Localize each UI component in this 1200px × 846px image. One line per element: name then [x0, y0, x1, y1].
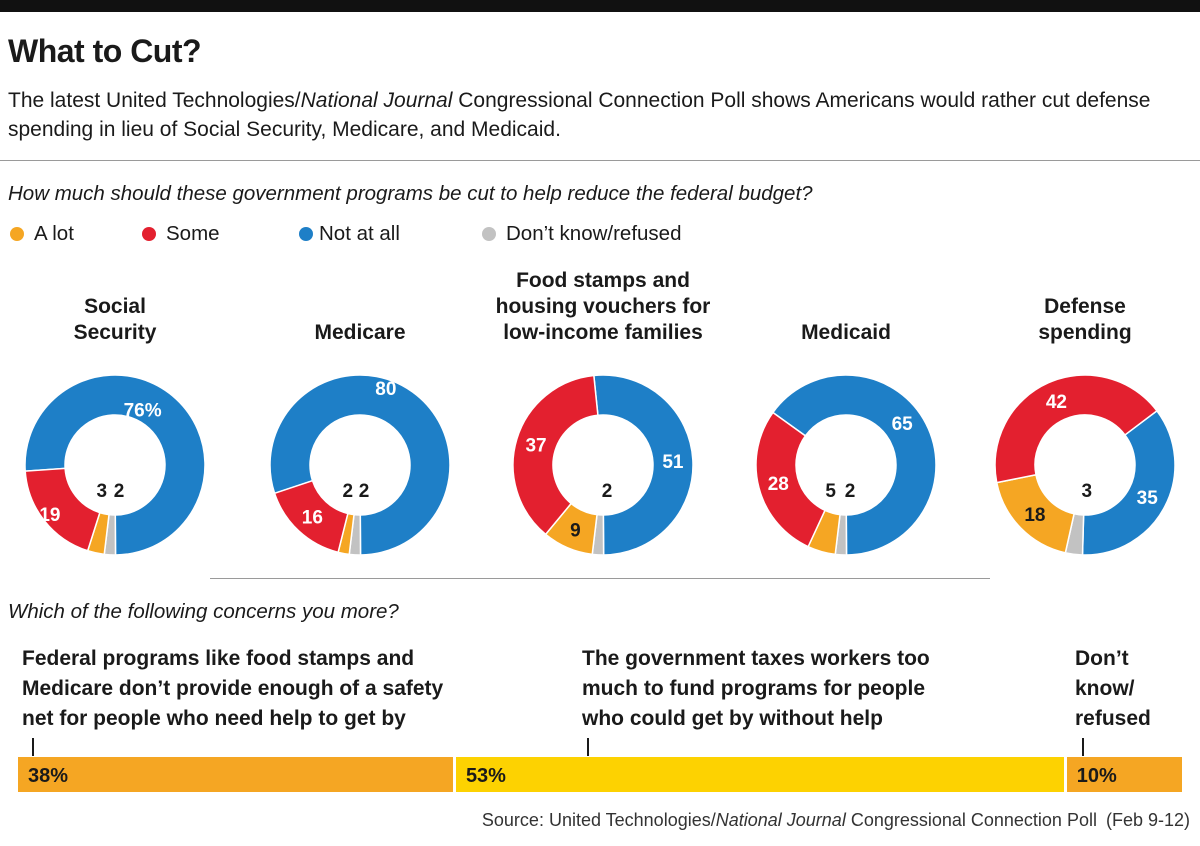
concern-label-line: much to fund programs for people [582, 677, 926, 700]
chart-divider [210, 578, 990, 579]
legend-label-not-at-all: Not at all [319, 222, 400, 245]
bar-value-label: 38% [28, 765, 69, 787]
donut-title: Food stamps and [516, 269, 690, 292]
source-prefix: Source: United Technologies/ [481, 810, 716, 830]
donut-slice-not-at-all [269, 374, 451, 556]
legend-label-a-lot: A lot [34, 222, 74, 245]
concern-label-safety-net: Federal programs like food stamps and Me… [22, 644, 443, 734]
donut-slice-not-at-all [593, 374, 694, 556]
donut-value-label: 5 [825, 481, 836, 502]
donut-value-label: 2 [602, 481, 613, 502]
donut-value-label: 3 [1082, 481, 1093, 502]
bar-segment [455, 757, 1064, 792]
donut-slice-not-at-all [1081, 409, 1176, 556]
donut-slice-some [24, 467, 101, 552]
concern-label-line: know/ [1075, 677, 1135, 700]
donut-charts: 76%2319SocialSecurity802216Medicare51293… [24, 269, 1176, 556]
donut-title: Security [74, 321, 157, 344]
legend-item-a-lot: A lot [10, 222, 74, 246]
legend-label-dont-know: Don’t know/refused [506, 222, 682, 245]
page-title: What to Cut? [8, 33, 202, 69]
concern-label-taxes: The government taxes workers too much to… [582, 644, 930, 734]
source-note: Source: United Technologies/National Jou… [482, 810, 1190, 831]
top-rule [0, 0, 1200, 12]
legend-swatch-not-at-all [299, 227, 313, 241]
donut-value-label: 65 [892, 414, 914, 435]
donut-value-label: 16 [302, 507, 323, 528]
donut-slice-some [755, 411, 826, 548]
concern-label-line: Don’t [1075, 647, 1129, 670]
donut-value-label: 42 [1046, 392, 1067, 413]
legend: A lot Some Not at all Don’t know/refused [10, 222, 770, 250]
donut-value-label: 35 [1137, 488, 1159, 509]
concern-question: Which of the following concerns you more… [8, 600, 399, 623]
donut-slice-some [512, 374, 599, 536]
legend-swatch-dont-know [482, 227, 496, 241]
donut-title: Medicaid [801, 321, 891, 344]
concern-label-dont-know: Don’t know/ refused [1075, 644, 1151, 734]
source-suffix: Congressional Connection Poll (Feb 9-12) [845, 810, 1190, 830]
donut-title: housing vouchers for [496, 295, 711, 318]
donut-slice-not-at-all [24, 374, 206, 556]
donut-value-label: 18 [1024, 505, 1045, 526]
subtitle-suffix: Congressional Connection Poll shows Amer… [8, 89, 1151, 141]
donut-value-label: 28 [768, 474, 789, 495]
donut-value-label: 19 [39, 505, 60, 526]
legend-swatch-some [142, 227, 156, 241]
donut-slice-not-at-all [771, 374, 937, 556]
donut-value-label: 37 [525, 436, 546, 457]
legend-item-dont-know: Don’t know/refused [482, 222, 681, 246]
page-subtitle: The latest United Technologies/National … [8, 86, 1188, 144]
concern-label-line: refused [1075, 707, 1151, 730]
donut-title: Medicare [314, 321, 405, 344]
donut-title: Defense [1044, 295, 1126, 318]
bar-tick [587, 738, 589, 756]
concern-label-line: The government taxes workers too [582, 647, 930, 670]
donut-slice-some [994, 374, 1158, 484]
donut-value-label: 76% [124, 401, 162, 422]
concern-label-line: net for people who need help to get by [22, 707, 406, 730]
bar-segment [1066, 757, 1182, 792]
donut-title: spending [1038, 321, 1131, 344]
bar-value-label: 10% [1076, 765, 1117, 787]
source-italic: National Journal [715, 810, 846, 830]
donut-value-label: 9 [570, 520, 581, 541]
section-divider [0, 160, 1200, 161]
concern-label-line: Medicare don’t provide enough of a safet… [22, 677, 444, 700]
legend-item-some: Some [142, 222, 220, 246]
legend-label-some: Some [166, 222, 220, 245]
bar-tick [32, 738, 34, 756]
donut-value-label: 80 [375, 379, 396, 400]
concern-label-line: who could get by without help [582, 707, 883, 730]
bar-value-label: 53% [465, 765, 506, 787]
bar-segment [18, 757, 453, 792]
subtitle-italic: National Journal [300, 89, 453, 112]
bar-tick [1082, 738, 1084, 756]
donut-value-label: 2 [114, 481, 125, 502]
donut-value-label: 2 [343, 481, 354, 502]
donut-question: How much should these government program… [8, 182, 813, 205]
legend-item-not-at-all: Not at all [299, 222, 400, 246]
donut-value-label: 2 [359, 481, 370, 502]
donut-value-label: 2 [845, 481, 856, 502]
donut-title: low-income families [503, 321, 703, 344]
donut-title: Social [84, 295, 146, 318]
concern-label-line: Federal programs like food stamps and [22, 647, 415, 670]
donut-slice-some [273, 479, 349, 554]
legend-swatch-a-lot [10, 227, 24, 241]
subtitle-prefix: The latest United Technologies/ [8, 89, 301, 112]
donut-value-label: 3 [96, 481, 107, 502]
donut-value-label: 51 [662, 452, 684, 473]
